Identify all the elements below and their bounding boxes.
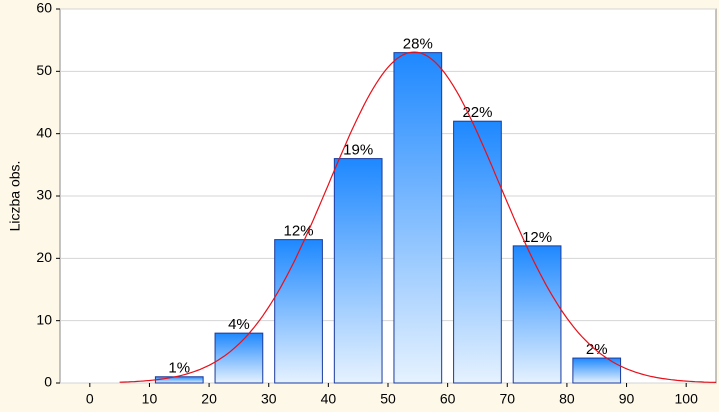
y-tick-label: 60 (36, 0, 52, 16)
y-axis-label: Liczba obs. (7, 161, 23, 232)
bar (214, 332, 264, 384)
x-tick-label: 100 (675, 391, 699, 407)
bar (512, 245, 562, 384)
percent-label: 1% (168, 360, 190, 377)
percent-label: 22% (462, 104, 492, 121)
y-tick-label: 30 (36, 187, 52, 203)
x-tick-label: 10 (142, 391, 158, 407)
x-tick-label: 70 (499, 391, 515, 407)
y-tick-label: 10 (36, 311, 52, 327)
bar (393, 52, 443, 384)
percent-label: 12% (284, 223, 314, 240)
x-tick-label: 50 (380, 391, 396, 407)
bar (333, 158, 383, 384)
percent-label: 4% (228, 316, 250, 333)
y-tick-label: 20 (36, 249, 52, 265)
x-tick-label: 30 (261, 391, 277, 407)
bar (453, 120, 502, 384)
bar (274, 239, 323, 384)
y-tick-label: 50 (36, 62, 52, 78)
x-tick-label: 60 (440, 391, 456, 407)
percent-label: 12% (522, 229, 552, 246)
normal-fit-curve (119, 51, 717, 383)
x-tick-label: 40 (321, 391, 337, 407)
x-tick-label: 90 (619, 391, 635, 407)
percent-label: 19% (343, 142, 373, 159)
y-tick-label: 0 (44, 374, 52, 390)
bar (154, 376, 204, 384)
x-tick-label: 0 (86, 391, 94, 407)
x-tick-label: 80 (559, 391, 575, 407)
x-tick-label: 20 (201, 391, 217, 407)
y-tick-label: 40 (36, 124, 52, 140)
percent-label: 28% (403, 36, 433, 53)
